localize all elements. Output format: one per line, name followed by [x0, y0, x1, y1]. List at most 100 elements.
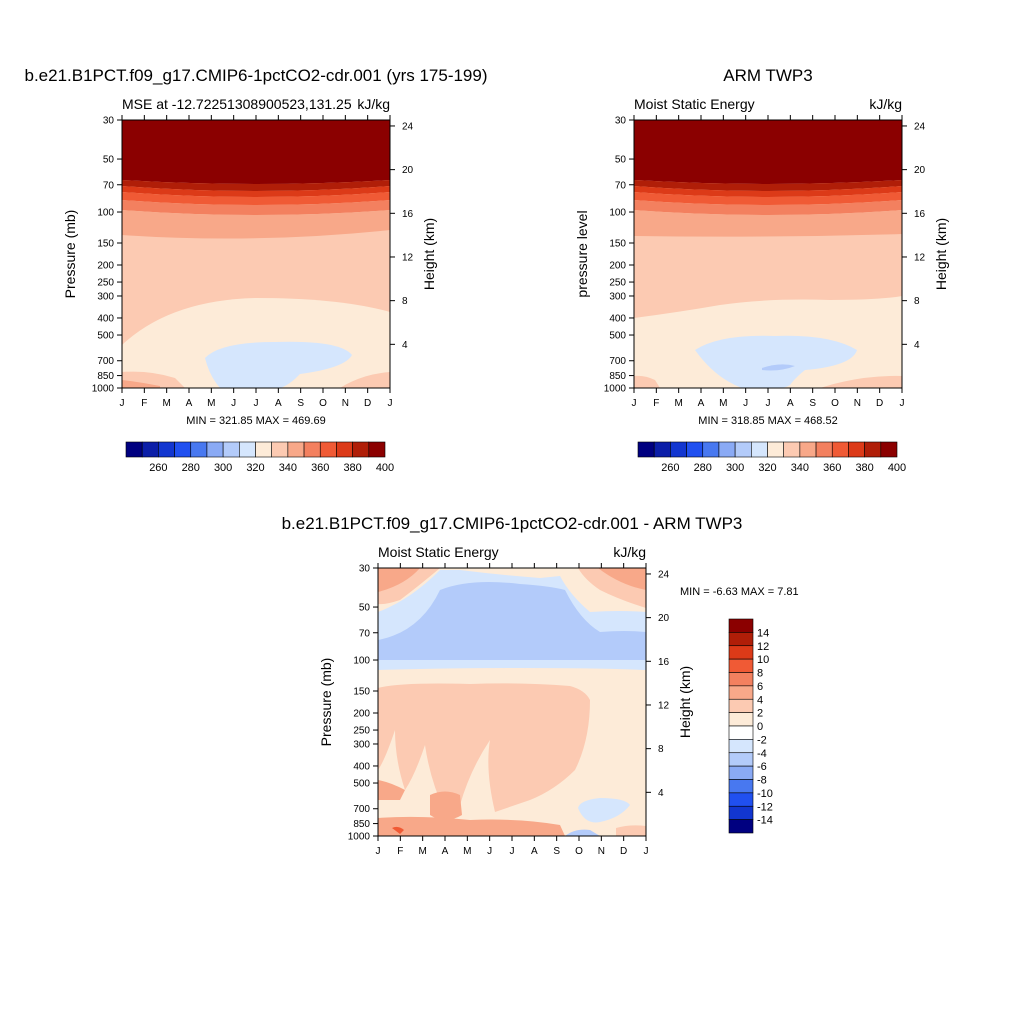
field-band-surface-right — [340, 372, 390, 388]
y-tick-label: 500 — [353, 779, 370, 790]
field-band-350 — [122, 210, 390, 239]
height-tick-label: 24 — [914, 121, 926, 132]
colorbar-swatch — [336, 441, 353, 458]
colorbar-swatch — [141, 441, 159, 458]
panel2-axes: J F M A M J J A S O N D J 30 50 70 100 150 200 250 300 400 500… — [604, 115, 926, 409]
colorbar-label: 300 — [214, 462, 232, 474]
x-tick-label: J — [900, 398, 905, 409]
field-band-380 — [634, 186, 902, 197]
x-tick-label: A — [275, 398, 282, 409]
height-tick-label: 20 — [402, 165, 414, 176]
y-tick-label: 850 — [97, 371, 114, 382]
field-band-minus4-low — [565, 829, 600, 836]
panel-difference-mse: b.e21.B1PCT.f09_g17.CMIP6-1pctCO2-cdr.00… — [282, 514, 799, 857]
y-tick-label: 200 — [609, 260, 626, 271]
height-tick-label: 16 — [402, 209, 414, 220]
field-band-400plus — [634, 120, 902, 184]
x-tick-label: S — [809, 398, 816, 409]
height-tick-label: 4 — [658, 788, 664, 799]
panel2-title: ARM TWP3 — [723, 66, 812, 85]
panel2-stats: MIN = 318.85 MAX = 468.52 — [698, 415, 837, 427]
y-tick-label: 1000 — [604, 384, 627, 395]
colorbar-swatch — [751, 441, 768, 458]
x-tick-label: O — [831, 398, 839, 409]
colorbar-swatch — [767, 441, 784, 458]
y-tick-label: 70 — [359, 628, 371, 639]
colorbar-swatch — [728, 685, 754, 700]
panel3-subtitle-right: kJ/kg — [613, 544, 646, 560]
y-tick-label: 100 — [97, 208, 114, 219]
y-tick-label: 200 — [353, 708, 370, 719]
colorbar-swatch — [255, 441, 272, 458]
field-band-2-4-surface-right — [616, 825, 646, 836]
colorbar-swatch — [287, 441, 305, 458]
colorbar-swatch — [352, 441, 370, 458]
colorbar-label: 280 — [694, 462, 712, 474]
y-tick-label: 150 — [353, 687, 370, 698]
colorbar-label: -6 — [757, 761, 767, 773]
colorbar-swatch — [728, 752, 754, 767]
height-tick-label: 20 — [914, 165, 926, 176]
colorbar-swatch — [702, 441, 720, 458]
y-tick-label: 300 — [353, 739, 370, 750]
colorbar-swatch — [653, 441, 671, 458]
colorbar-swatch — [728, 618, 754, 633]
colorbar-swatch — [319, 441, 337, 458]
x-tick-label: J — [254, 398, 259, 409]
colorbar-label: -2 — [757, 734, 767, 746]
height-tick-label: 24 — [658, 569, 670, 580]
colorbar-label: 10 — [757, 654, 769, 666]
colorbar-swatch — [734, 441, 752, 458]
colorbar-swatch — [799, 441, 817, 458]
panel1-subtitle-right: kJ/kg — [357, 96, 390, 112]
colorbar-label: 260 — [149, 462, 167, 474]
x-tick-label: N — [342, 398, 349, 409]
colorbar-swatch — [728, 765, 754, 780]
colorbar-swatch — [728, 792, 754, 807]
x-tick-label: D — [876, 398, 883, 409]
x-tick-label: J — [376, 846, 381, 857]
y-tick-label: 850 — [609, 371, 626, 382]
y-tick-label: 50 — [103, 155, 115, 166]
x-tick-label: M — [463, 846, 471, 857]
y-tick-label: 1000 — [348, 832, 371, 843]
field-band-320 — [695, 335, 857, 388]
colorbar-label: 8 — [757, 668, 763, 680]
colorbar-swatch — [303, 441, 321, 458]
colorbar-swatch — [864, 441, 882, 458]
field-band-4-6-top-right — [598, 568, 646, 590]
x-tick-label: J — [766, 398, 771, 409]
field-band-310 — [762, 364, 795, 371]
colorbar-swatch — [783, 441, 801, 458]
height-tick-label: 4 — [914, 340, 920, 351]
x-tick-label: M — [418, 846, 426, 857]
colorbar-label: 14 — [757, 627, 769, 639]
y-tick-label: 70 — [103, 180, 115, 191]
field-band-surface-left — [634, 375, 660, 388]
field-band-390 — [122, 180, 390, 191]
x-tick-label: M — [162, 398, 170, 409]
panel1-ylabel: Pressure (mb) — [62, 210, 78, 299]
field-band-320 — [205, 341, 352, 388]
colorbar-label: 360 — [311, 462, 329, 474]
y-tick-label: 300 — [609, 291, 626, 302]
x-tick-label: M — [719, 398, 727, 409]
colorbar-label: 4 — [757, 694, 763, 706]
x-tick-label: D — [364, 398, 371, 409]
x-tick-label: O — [319, 398, 327, 409]
field-band-4-6-surface — [378, 816, 565, 836]
panel2-ylabel-right: Height (km) — [933, 218, 949, 290]
panel3-stats: MIN = -6.63 MAX = 7.81 — [680, 586, 799, 598]
x-tick-label: A — [186, 398, 193, 409]
y-tick-label: 700 — [609, 356, 626, 367]
colorbar-swatch — [206, 441, 224, 458]
y-tick-label: 50 — [359, 603, 371, 614]
colorbar-swatch — [190, 441, 208, 458]
x-tick-label: F — [397, 846, 403, 857]
colorbar-swatch — [728, 712, 754, 727]
y-tick-label: 70 — [615, 180, 627, 191]
panel2-field — [634, 120, 902, 388]
height-tick-label: 12 — [658, 700, 670, 711]
